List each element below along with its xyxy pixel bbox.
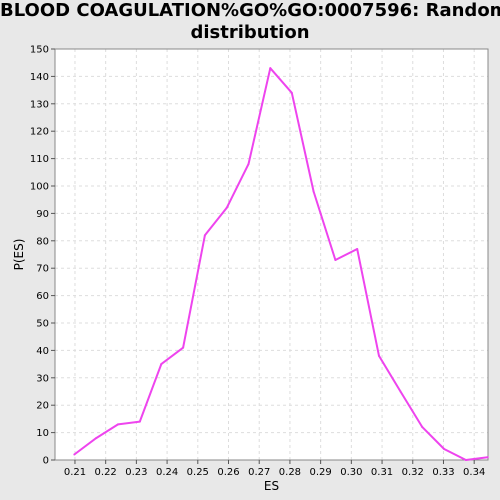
data-point (203, 234, 206, 237)
y-tick-label: 110 (30, 154, 49, 165)
chart-title-line1: BLOOD COAGULATION%GO%GO:0007596: Random … (0, 0, 500, 21)
y-tick-label: 30 (36, 373, 49, 384)
series-line (73, 67, 488, 461)
y-tick-label: 120 (30, 127, 49, 138)
x-tick-label: 0.24 (156, 467, 178, 478)
data-point (269, 67, 272, 70)
data-point (312, 190, 315, 193)
y-tick-label: 100 (30, 182, 49, 193)
x-tick-label: 0.26 (217, 467, 239, 478)
chart-title: BLOOD COAGULATION%GO%GO:0007596: Random … (0, 0, 500, 44)
y-tick-label: 10 (36, 428, 49, 439)
x-tick-label: 0.34 (463, 467, 485, 478)
data-point (73, 453, 76, 456)
x-tick-label: 0.25 (187, 467, 209, 478)
y-tick-label: 80 (36, 236, 49, 247)
x-tick-label: 0.33 (432, 467, 454, 478)
data-point (356, 248, 359, 251)
y-tick-label: 40 (36, 346, 49, 357)
data-point (95, 437, 98, 440)
data-point (247, 163, 250, 166)
y-tick-label: 130 (30, 99, 49, 110)
y-tick-label: 70 (36, 264, 49, 275)
data-point (182, 346, 185, 349)
y-tick-label: 150 (30, 45, 49, 56)
y-tick-label: 20 (36, 401, 49, 412)
x-tick-label: 0.29 (310, 467, 332, 478)
data-point (116, 423, 119, 426)
x-tick-label: 0.31 (371, 467, 393, 478)
x-axis-label: ES (264, 479, 279, 493)
x-tick-label: 0.30 (340, 467, 362, 478)
data-point (225, 206, 228, 209)
plot-area (55, 49, 488, 460)
data-point (290, 91, 293, 94)
data-point (377, 354, 380, 357)
data-point (443, 448, 446, 451)
data-point (399, 390, 402, 393)
x-tick-label: 0.32 (402, 467, 424, 478)
x-tick-label: 0.22 (95, 467, 117, 478)
y-axis-label: P(ES) (12, 239, 26, 271)
y-tick-label: 60 (36, 291, 49, 302)
x-tick-label: 0.28 (279, 467, 301, 478)
y-tick-label: 140 (30, 72, 49, 83)
y-tick-label: 50 (36, 319, 49, 330)
data-point (138, 420, 141, 423)
x-tick-label: 0.27 (248, 467, 270, 478)
data-point (421, 426, 424, 429)
y-tick-label: 90 (36, 209, 49, 220)
data-point (464, 459, 467, 461)
x-tick-label: 0.23 (125, 467, 147, 478)
data-point (486, 456, 489, 459)
y-tick-label: 0 (43, 456, 49, 467)
chart-title-line2: distribution (190, 22, 310, 43)
data-point (334, 258, 337, 261)
data-point (160, 363, 163, 366)
x-tick-label: 0.21 (64, 467, 86, 478)
plot-frame (54, 48, 489, 461)
